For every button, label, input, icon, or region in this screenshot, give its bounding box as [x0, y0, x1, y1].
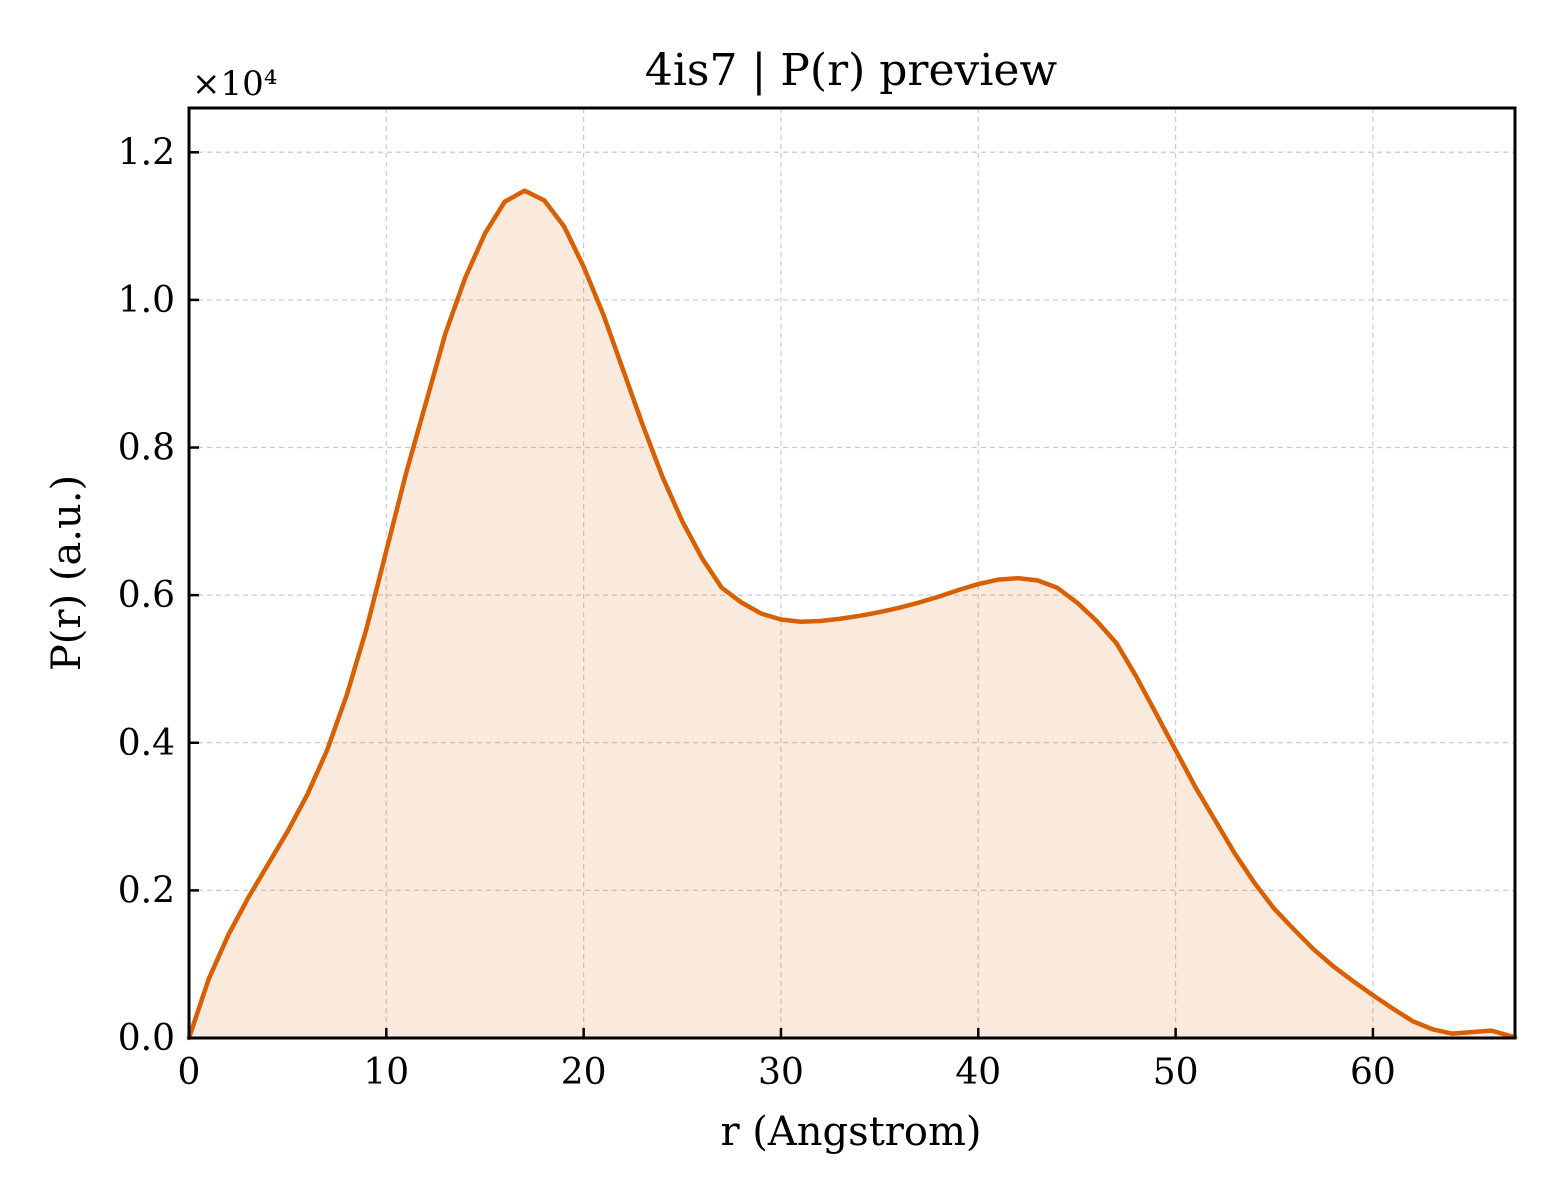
y-axis-title: P(r) (a.u.) — [44, 475, 90, 671]
y-tick-label: 1.2 — [118, 132, 175, 173]
grid-lines — [189, 108, 1515, 1038]
series-layer — [186, 188, 1518, 1041]
y-tick-label: 0.4 — [118, 723, 175, 764]
y-tick-label: 0.6 — [118, 575, 175, 616]
x-tick-label: 50 — [1153, 1052, 1199, 1093]
tick-labels: 0 10 20 30 40 50 60 0.0 0.2 0.4 0.6 0.8 1.0 1.2 — [118, 132, 1396, 1093]
x-tick-label: 0 — [178, 1052, 201, 1093]
x-axis-title: r (Angstrom) — [720, 1109, 981, 1155]
x-tick-label: 60 — [1350, 1052, 1396, 1093]
y-tick-label: 0.0 — [118, 1018, 175, 1059]
x-tick-label: 40 — [955, 1052, 1001, 1093]
y-tick-label: 0.8 — [118, 428, 175, 469]
y-tick-label: 1.0 — [118, 280, 175, 321]
y-axis-multiplier: ×10⁴ — [192, 64, 277, 104]
series-line — [186, 188, 1518, 1041]
y-tick-label: 0.2 — [118, 870, 175, 911]
x-tick-label: 10 — [363, 1052, 409, 1093]
plot-frame — [187, 106, 1517, 1040]
axes — [187, 106, 1517, 1040]
x-tick-label: 20 — [561, 1052, 607, 1093]
series-area-fill — [189, 190, 1515, 1039]
x-tick-label: 30 — [758, 1052, 804, 1093]
chart-title: 4is7 | P(r) preview — [645, 45, 1058, 96]
